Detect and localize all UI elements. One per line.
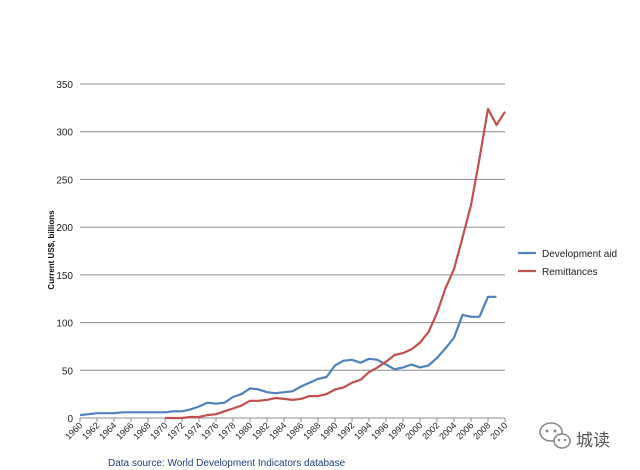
- x-tick-label: 1990: [318, 420, 339, 441]
- x-tick-label: 2010: [488, 420, 509, 441]
- x-tick-label: 1982: [250, 420, 271, 441]
- series-lines: [79, 107, 506, 420]
- gridlines: [80, 83, 505, 419]
- y-tick-label: 300: [56, 128, 73, 139]
- x-tick-label: 1964: [97, 420, 118, 441]
- x-tick-label: 1988: [301, 420, 322, 441]
- x-tick-label: 1960: [63, 420, 84, 441]
- y-tick-label: 200: [56, 223, 73, 234]
- legend-label-remittances: Remittances: [542, 267, 598, 278]
- x-axis-ticks: 1960196219641966196819701972197419761978…: [63, 418, 509, 442]
- x-tick-label: 2004: [437, 420, 458, 441]
- x-tick-label: 1998: [386, 420, 407, 441]
- x-tick-label: 1984: [267, 420, 288, 441]
- y-tick-label: 100: [56, 319, 73, 330]
- wechat-icon: [539, 422, 571, 449]
- x-tick-label: 1962: [80, 420, 101, 441]
- legend: Development aid Remittances: [518, 249, 617, 278]
- y-tick-label: 150: [56, 271, 73, 282]
- y-tick-label: 250: [56, 175, 73, 186]
- x-tick-label: 1968: [131, 420, 152, 441]
- series-line-development-aid: [79, 295, 497, 417]
- y-tick-label: 350: [56, 80, 73, 91]
- x-tick-label: 1970: [148, 420, 169, 441]
- y-axis-label: Current US$, billions: [47, 210, 56, 290]
- series-line-remittances: [165, 107, 506, 420]
- x-tick-label: 1978: [216, 420, 237, 441]
- watermark: 城读: [539, 422, 610, 451]
- data-source-note: Data source: World Development Indicator…: [108, 458, 346, 469]
- y-tick-label: 50: [62, 366, 74, 377]
- x-tick-label: 1980: [233, 420, 254, 441]
- x-tick-label: 1974: [182, 420, 203, 441]
- x-tick-label: 2008: [471, 420, 492, 441]
- y-tick-label: 0: [67, 414, 73, 425]
- y-axis-ticks: 0 50 100 150 200 250 300 350: [56, 80, 73, 425]
- x-tick-label: 1986: [284, 420, 305, 441]
- x-tick-label: 1992: [335, 420, 356, 441]
- x-tick-label: 1976: [199, 420, 220, 441]
- x-tick-label: 1966: [114, 420, 135, 441]
- legend-label-development-aid: Development aid: [542, 249, 617, 260]
- x-tick-label: 1994: [352, 420, 373, 441]
- x-tick-label: 2002: [420, 420, 441, 441]
- x-tick-label: 2000: [403, 420, 424, 441]
- x-tick-label: 1972: [165, 420, 186, 441]
- x-tick-label: 2006: [454, 420, 475, 441]
- x-tick-label: 1996: [369, 420, 390, 441]
- watermark-text: 城读: [576, 431, 610, 451]
